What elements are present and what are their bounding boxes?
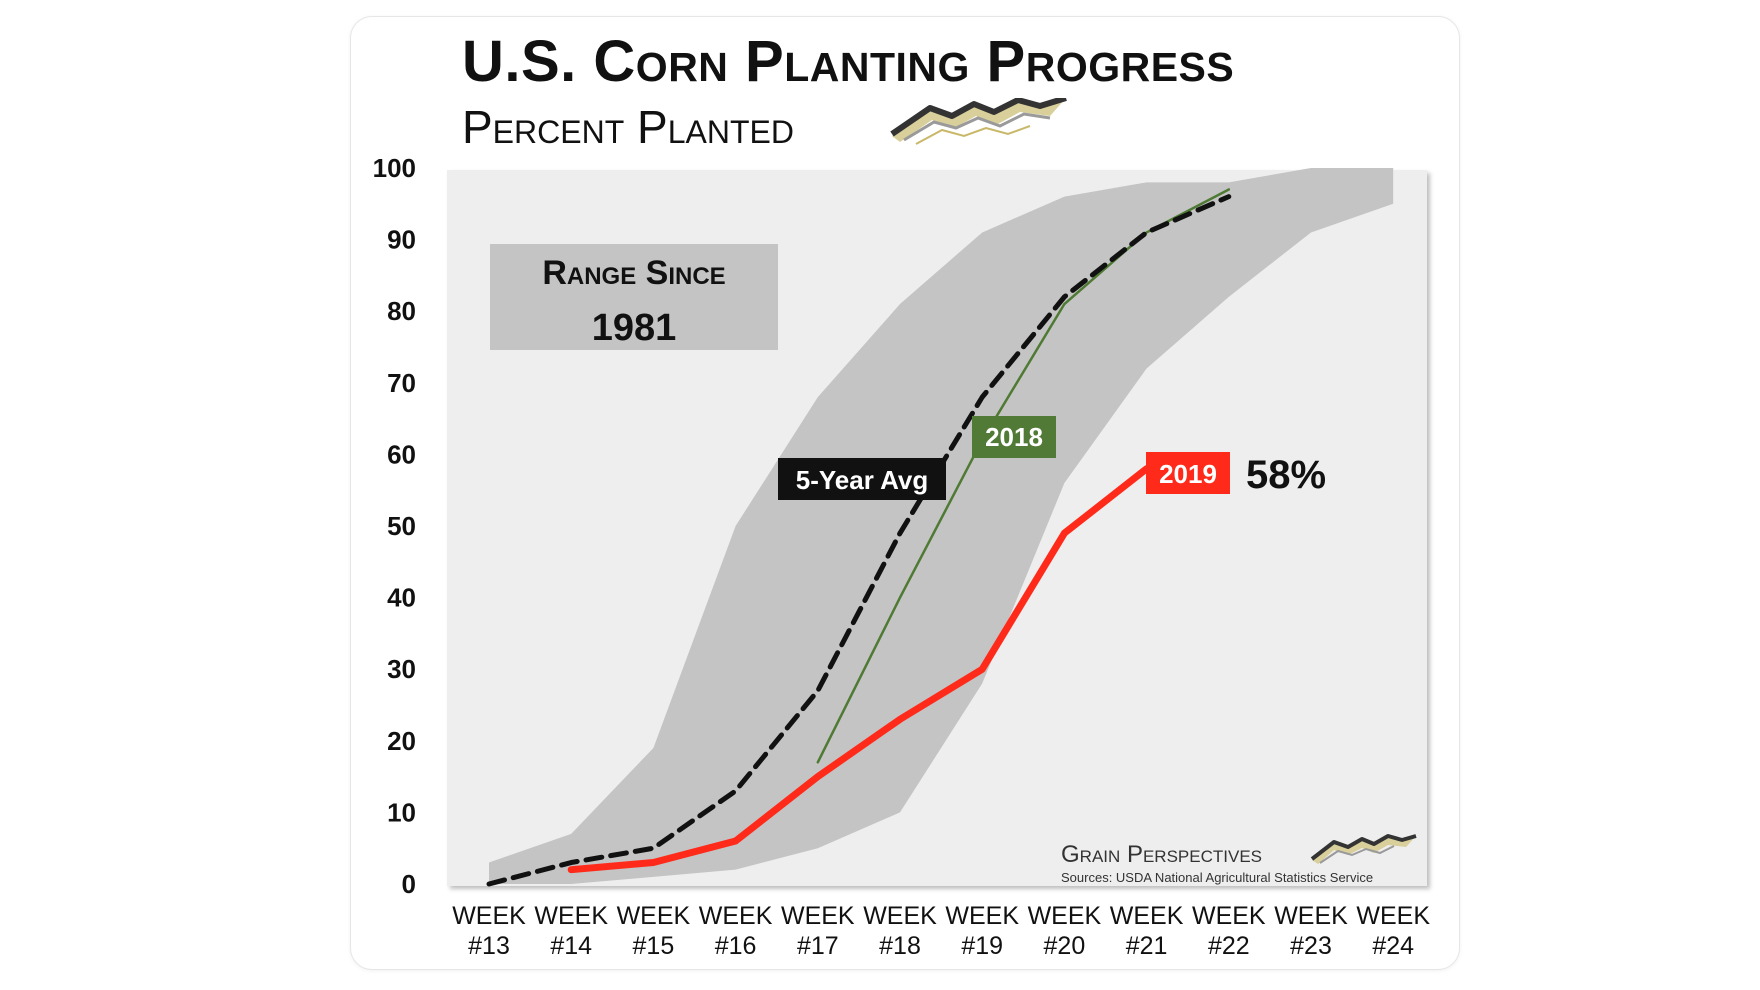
- series-line-5-year-avg: [486, 194, 1232, 887]
- x-tick-label: #21: [1126, 932, 1168, 960]
- x-tick-label: WEEK: [1274, 902, 1348, 930]
- y-tick-label: 100: [373, 153, 416, 183]
- series-label-2019: 2019: [1159, 459, 1217, 489]
- series-label-2018: 2018: [985, 422, 1043, 452]
- x-tick-label: #23: [1290, 932, 1332, 960]
- range-band-area: [489, 168, 1394, 884]
- x-tick-label: WEEK: [617, 902, 691, 930]
- x-tick-label: WEEK: [781, 902, 855, 930]
- range-label-box: [490, 244, 778, 350]
- x-tick-label: #14: [550, 932, 592, 960]
- latest-value-annotation: 58%: [1246, 453, 1326, 497]
- x-tick-label: WEEK: [1192, 902, 1266, 930]
- x-tick-label: #16: [715, 932, 757, 960]
- footer-brand: Grain Perspectives: [1061, 841, 1262, 868]
- series-label-box-5yr: [778, 458, 946, 500]
- x-tick-label: #13: [468, 932, 510, 960]
- x-tick-label: WEEK: [534, 902, 608, 930]
- grain-perspectives-logo-icon: [890, 98, 1067, 145]
- x-tick-label: #18: [879, 932, 921, 960]
- x-tick-label: WEEK: [1110, 902, 1184, 930]
- range-label-line1: Range Since: [542, 254, 725, 292]
- y-tick-label: 80: [387, 296, 416, 326]
- chart-subtitle: Percent Planted: [462, 101, 794, 153]
- x-tick-label: WEEK: [699, 902, 773, 930]
- chart-title: U.S. Corn Planting Progress: [462, 29, 1235, 94]
- y-tick-label: 60: [387, 439, 416, 469]
- footer-logo-icon: [1310, 834, 1417, 864]
- x-tick-label: #17: [797, 932, 839, 960]
- y-tick-label: 90: [387, 225, 416, 255]
- series-label-5yr: 5-Year Avg: [796, 465, 928, 495]
- y-tick-label: 50: [387, 511, 416, 541]
- x-tick-label: WEEK: [863, 902, 937, 930]
- x-tick-label: WEEK: [452, 902, 526, 930]
- x-tick-label: WEEK: [1356, 902, 1430, 930]
- y-tick-label: 0: [402, 869, 416, 899]
- footer-sources: Sources: USDA National Agricultural Stat…: [1061, 870, 1373, 885]
- x-tick-label: #20: [1044, 932, 1086, 960]
- x-tick-label: #15: [633, 932, 675, 960]
- range-label-line2: 1981: [592, 307, 677, 349]
- x-tick-label: #22: [1208, 932, 1250, 960]
- x-tick-label: WEEK: [945, 902, 1019, 930]
- y-tick-label: 30: [387, 654, 416, 684]
- series-line-2019: [567, 465, 1151, 874]
- y-tick-label: 10: [387, 797, 416, 827]
- series-label-box-2018: [972, 416, 1056, 458]
- y-tick-label: 70: [387, 368, 416, 398]
- y-tick-label: 40: [387, 583, 416, 613]
- x-tick-label: WEEK: [1028, 902, 1102, 930]
- y-tick-label: 20: [387, 726, 416, 756]
- series-label-box-2019: [1146, 452, 1230, 494]
- x-tick-label: #19: [961, 932, 1003, 960]
- x-tick-label: #24: [1372, 932, 1414, 960]
